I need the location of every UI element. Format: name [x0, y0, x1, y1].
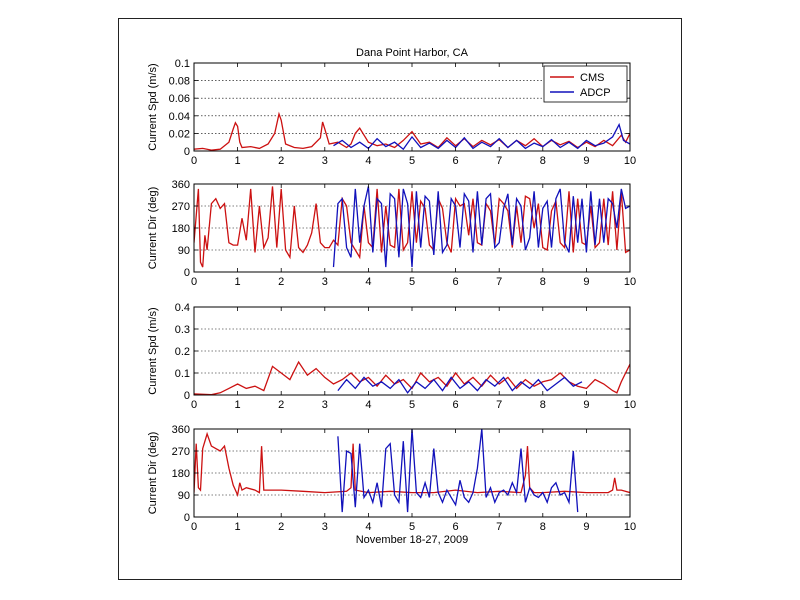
legend: CMS ADCP	[543, 65, 628, 103]
x-tick-label: 2	[278, 155, 284, 167]
x-tick-label: 10	[624, 521, 636, 533]
x-tick-label: 9	[583, 276, 589, 288]
x-tick-label: 5	[409, 399, 415, 411]
y-axis-label: Current Spd (m/s)	[147, 63, 159, 150]
x-tick-label: 2	[278, 276, 284, 288]
y-tick-label: 90	[178, 245, 190, 257]
x-tick-label: 10	[624, 399, 636, 411]
series-line-adcp	[332, 186, 630, 268]
y-axis-label: Current Dir (deg)	[147, 187, 159, 270]
legend-label: CMS	[580, 72, 604, 84]
x-tick-label: 3	[322, 155, 328, 167]
x-tick-label: 5	[409, 155, 415, 167]
legend-box	[543, 65, 628, 103]
series-line-cms	[194, 360, 630, 395]
x-tick-label: 6	[453, 155, 459, 167]
y-tick-label: 360	[172, 424, 190, 436]
x-tick-label: 7	[496, 155, 502, 167]
x-tick-label: 3	[322, 521, 328, 533]
x-tick-label: 6	[453, 276, 459, 288]
x-tick-label: 1	[235, 276, 241, 288]
x-tick-label: 9	[583, 155, 589, 167]
x-tick-label: 8	[540, 399, 546, 411]
y-tick-label: 90	[178, 490, 190, 502]
y-tick-label: 180	[172, 468, 190, 480]
chart-title: Dana Point Harbor, CA	[356, 47, 469, 59]
x-tick-label: 8	[540, 276, 546, 288]
y-tick-label: 360	[172, 179, 190, 191]
y-axis-label: Current Dir (deg)	[147, 432, 159, 515]
y-tick-label: 0.3	[175, 324, 190, 336]
panel-2: 0 1 2 3 4 5 6 7 8 9 10 0 90 180 270 360 Current Dir (deg…	[147, 179, 636, 288]
x-tick-label: 0	[191, 399, 197, 411]
series-line-adcp	[337, 429, 579, 513]
y-tick-label: 0	[184, 267, 190, 279]
x-tick-label: 4	[365, 276, 371, 288]
y-tick-label: 270	[172, 446, 190, 458]
x-tick-label: 7	[496, 276, 502, 288]
x-tick-label: 4	[365, 155, 371, 167]
x-tick-label: 10	[624, 155, 636, 167]
x-tick-label: 5	[409, 521, 415, 533]
x-tick-label: 9	[583, 521, 589, 533]
x-tick-label: 4	[365, 521, 371, 533]
y-tick-label: 0.02	[169, 128, 190, 140]
y-axis-label: Current Spd (m/s)	[147, 307, 159, 394]
x-tick-label: 0	[191, 276, 197, 288]
y-tick-label: 0.1	[175, 368, 190, 380]
x-axis-label: November 18-27, 2009	[356, 534, 469, 546]
x-tick-label: 8	[540, 521, 546, 533]
series-line-adcp	[337, 376, 583, 394]
x-tick-label: 10	[624, 276, 636, 288]
x-tick-label: 8	[540, 155, 546, 167]
x-tick-label: 3	[322, 276, 328, 288]
y-tick-label: 270	[172, 201, 190, 213]
x-tick-label: 2	[278, 521, 284, 533]
x-tick-label: 6	[453, 399, 459, 411]
y-tick-label: 0	[184, 390, 190, 402]
y-tick-label: 0	[184, 512, 190, 524]
series-line-adcp	[333, 122, 630, 151]
y-tick-label: 0.08	[169, 76, 190, 88]
figure-canvas: 0 1 2 3 4 5 6 7 8 9 1000.020.040.060.080.1Current …	[147, 47, 636, 546]
series-line-cms	[194, 186, 630, 268]
panel-3: 0 1 2 3 4 5 6 7 8 9 10 0 0.1 0.2 0.3 0.4 Current Spd (m/…	[147, 302, 636, 411]
x-tick-label: 5	[409, 276, 415, 288]
x-tick-label: 1	[235, 399, 241, 411]
x-tick-label: 9	[583, 399, 589, 411]
y-tick-label: 0.1	[175, 58, 190, 70]
x-tick-label: 4	[365, 399, 371, 411]
x-tick-label: 6	[453, 521, 459, 533]
figure-frame: 0 1 2 3 4 5 6 7 8 9 10 0 0.02 0.04 0.06 0.08 0.1 Current …	[118, 18, 682, 580]
x-tick-label: 0	[191, 155, 197, 167]
y-tick-label: 180	[172, 223, 190, 235]
x-tick-label: 7	[496, 399, 502, 411]
legend-label: ADCP	[580, 87, 611, 99]
y-tick-label: 0.04	[169, 111, 190, 123]
x-tick-label: 0	[191, 521, 197, 533]
y-tick-label: 0.06	[169, 93, 190, 105]
y-tick-label: 0.2	[175, 346, 190, 358]
x-tick-label: 1	[235, 521, 241, 533]
x-tick-label: 7	[496, 521, 502, 533]
y-tick-label: 0.4	[175, 302, 190, 314]
panel-4: 0 1 2 3 4 5 6 7 8 9 10 0 90 180 270 360 Current Dir (deg…	[147, 424, 636, 546]
y-tick-label: 0	[184, 146, 190, 158]
x-tick-label: 2	[278, 399, 284, 411]
x-tick-label: 3	[322, 399, 328, 411]
series-line-cms	[194, 431, 630, 498]
panel-1: 0 1 2 3 4 5 6 7 8 9 10 0 0.02 0.04 0.06 0.08 0.1 Current …	[147, 47, 636, 167]
x-tick-label: 1	[235, 155, 241, 167]
